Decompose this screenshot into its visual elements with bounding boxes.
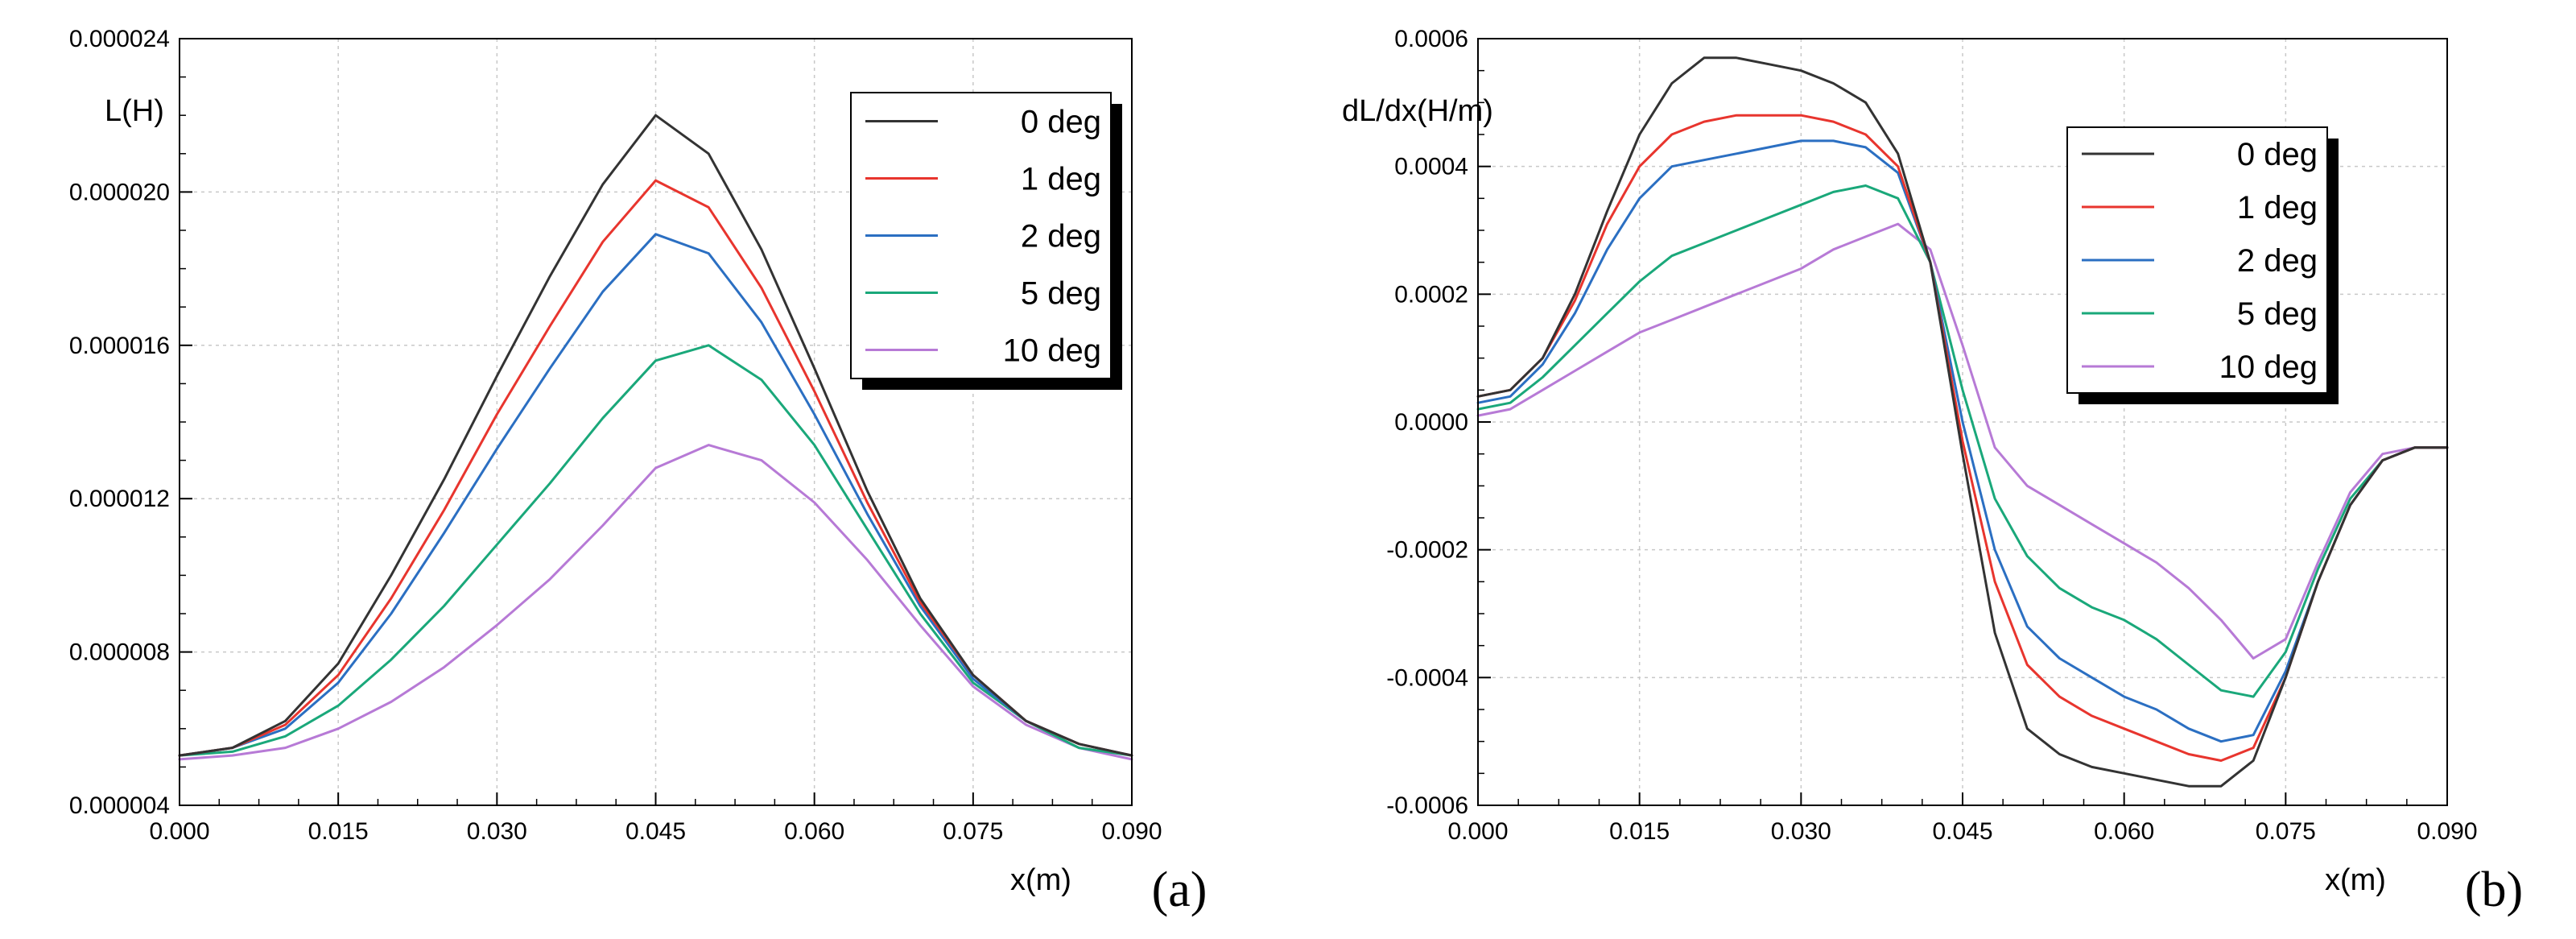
series-line-10-deg (1476, 222, 2449, 660)
y-tick-label: 0.0004 (1394, 154, 1468, 180)
legend-label: 1 deg (2237, 190, 2318, 225)
panel-b-ticks (1477, 38, 2448, 806)
x-tick-label: 0.015 (1609, 818, 1670, 845)
series-line-2-deg (1476, 139, 2449, 743)
panel-b-y-axis-label: dL/dx(H/m) (1342, 94, 1493, 128)
x-tick-label: 0.000 (149, 818, 209, 845)
legend-label: 1 deg (1021, 162, 1101, 197)
series-line-10-deg (178, 444, 1133, 761)
y-tick-label: 0.0000 (1394, 409, 1468, 436)
x-tick-label: 0.090 (2417, 818, 2477, 845)
panel-b-legend: 0 deg 1 deg 2 deg 5 deg 10 deg (2066, 126, 2339, 404)
legend-label: 0 deg (1021, 105, 1101, 140)
panel-b-label: (b) (2465, 862, 2523, 917)
y-tick-label: 0.000020 (69, 179, 170, 205)
x-tick-label: 0.045 (625, 818, 686, 845)
y-tick-label: 0.000008 (69, 639, 170, 666)
x-tick-label: 0.075 (943, 818, 1003, 845)
panel-a-legend: 0 deg 1 deg 2 deg 5 deg 10 deg (850, 92, 1122, 390)
x-tick-label: 0.045 (1932, 818, 1992, 845)
y-tick-label: 0.000004 (69, 792, 170, 819)
series-line-5-deg (1476, 184, 2449, 698)
panel-a-tick-labels: 0.000 0.015 0.030 0.045 0.060 0.075 0.090 0.000… (69, 26, 1162, 845)
series-line-0-deg (178, 114, 1133, 757)
panel-a-x-axis-label: x(m) (1010, 863, 1071, 897)
legend-label: 10 deg (1003, 333, 1101, 369)
y-tick-label: -0.0004 (1386, 664, 1468, 691)
x-tick-label: 0.090 (1101, 818, 1162, 845)
y-tick-label: 0.000012 (69, 486, 170, 512)
panel-b-derivative-chart: 0.000 0.015 0.030 0.045 0.060 0.075 0.090 -0.00… (1342, 26, 2523, 917)
legend-label: 0 deg (2237, 137, 2318, 172)
panel-a-series (178, 114, 1133, 761)
x-tick-label: 0.030 (1771, 818, 1831, 845)
x-tick-label: 0.060 (784, 818, 844, 845)
legend-label: 5 deg (1021, 276, 1101, 312)
y-tick-label: 0.000016 (69, 333, 170, 359)
panel-a-label: (a) (1152, 862, 1208, 917)
x-tick-label: 0.075 (2256, 818, 2316, 845)
panel-b-tick-labels: 0.000 0.015 0.030 0.045 0.060 0.075 0.090 -0.00… (1386, 26, 2477, 845)
legend-label: 2 deg (1021, 219, 1101, 254)
panel-a-inductance-chart: 0.000 0.015 0.030 0.045 0.060 0.075 0.090 0.000… (69, 26, 1208, 917)
y-tick-label: -0.0006 (1386, 792, 1468, 819)
y-tick-label: 0.0006 (1394, 26, 1468, 52)
x-tick-label: 0.030 (467, 818, 527, 845)
series-line-2-deg (178, 233, 1133, 757)
x-tick-label: 0.000 (1447, 818, 1508, 845)
panel-b-series (1476, 56, 2449, 788)
legend-label: 5 deg (2237, 296, 2318, 332)
y-tick-label: 0.000024 (69, 26, 170, 52)
panel-b-frame (1477, 38, 2448, 806)
panel-b-x-axis-label: x(m) (2325, 863, 2386, 897)
legend-label: 2 deg (2237, 243, 2318, 279)
y-tick-label: 0.0002 (1394, 281, 1468, 308)
series-line-0-deg (1476, 56, 2449, 788)
panel-a-y-axis-label: L(H) (105, 94, 164, 128)
legend-label: 10 deg (2219, 350, 2318, 385)
series-line-5-deg (178, 344, 1133, 757)
panel-a-frame (179, 38, 1133, 806)
x-tick-label: 0.015 (308, 818, 369, 845)
y-tick-label: -0.0002 (1386, 537, 1468, 564)
x-tick-label: 0.060 (2094, 818, 2154, 845)
